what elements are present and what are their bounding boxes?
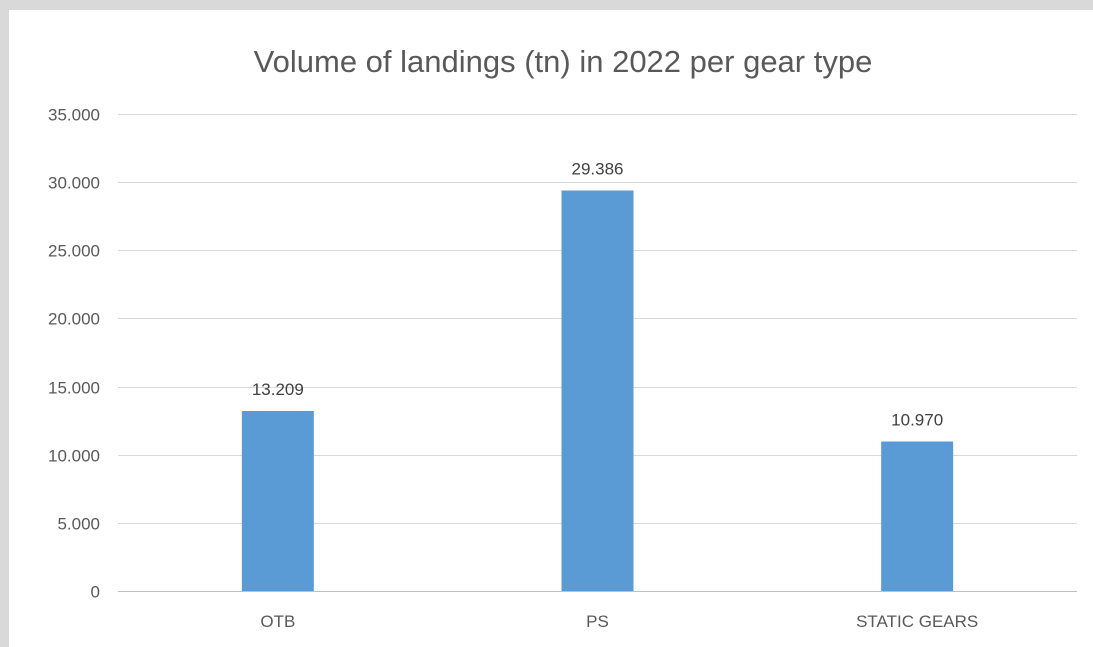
x-tick-label: STATIC GEARS	[856, 612, 978, 631]
bar	[881, 441, 954, 591]
bar	[241, 410, 314, 591]
y-tick-label: 20.000	[48, 310, 100, 329]
data-label: 10.970	[891, 410, 943, 429]
y-tick-label: 10.000	[48, 447, 100, 466]
y-tick-label: 0	[91, 583, 100, 602]
x-tick-label: PS	[586, 612, 609, 631]
chart-title: Volume of landings (tn) in 2022 per gear…	[254, 44, 873, 79]
bar	[561, 190, 634, 591]
y-tick-label: 5.000	[57, 515, 100, 534]
bars	[241, 190, 954, 591]
y-tick-label: 25.000	[48, 242, 100, 261]
data-labels: 13.209 29.386 10.970	[252, 160, 943, 430]
y-axis-tick-labels: 0 5.000 10.000 15.000 20.000 25.000 30.000 35.0…	[48, 106, 100, 602]
y-tick-label: 15.000	[48, 379, 100, 398]
x-tick-label: OTB	[260, 612, 295, 631]
data-label: 29.386	[572, 160, 624, 179]
data-label: 13.209	[252, 380, 304, 399]
y-tick-label: 30.000	[48, 174, 100, 193]
x-axis-tick-labels: OTB PS STATIC GEARS	[260, 612, 978, 631]
y-tick-label: 35.000	[48, 106, 100, 125]
